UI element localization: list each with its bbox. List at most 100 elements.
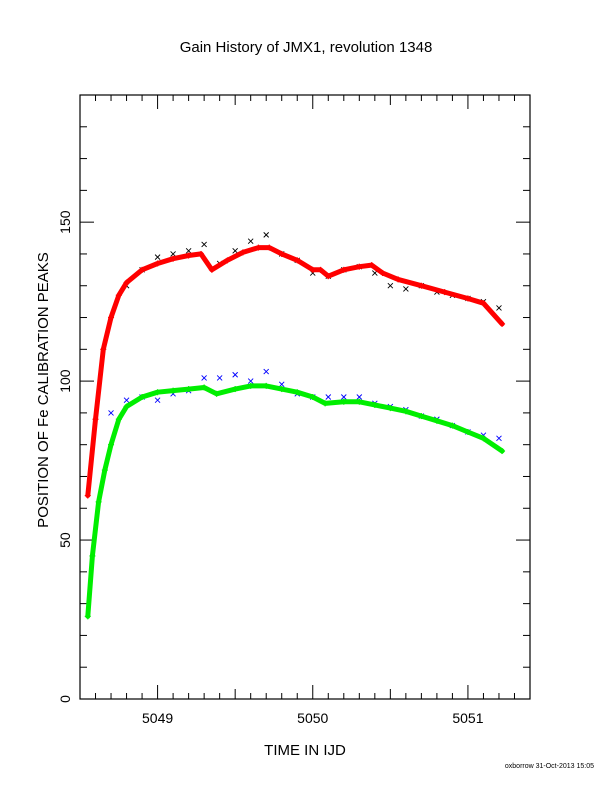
chart-title: Gain History of JMX1, revolution 1348 — [180, 39, 433, 56]
data-point — [340, 266, 347, 273]
data-point — [170, 387, 177, 394]
data-point — [232, 386, 239, 393]
data-point — [108, 314, 115, 321]
series-lower-raw — [108, 368, 502, 442]
x-tick-label: 5051 — [452, 710, 483, 726]
data-point — [139, 266, 146, 273]
data-point — [325, 394, 332, 400]
data-point — [395, 276, 402, 283]
data-point — [278, 386, 285, 393]
data-point — [322, 400, 329, 407]
data-point — [247, 378, 254, 384]
x-tick-label: 5049 — [142, 710, 173, 726]
data-point — [480, 435, 487, 442]
data-point — [418, 282, 425, 289]
data-point — [368, 262, 375, 269]
data-point — [115, 292, 122, 299]
data-point — [239, 249, 246, 256]
series-line — [85, 383, 505, 619]
footer-credit: oxborrow 31-Oct-2013 15:05 — [505, 763, 594, 770]
data-point — [170, 255, 177, 262]
y-tick-label: 0 — [57, 695, 73, 703]
data-point — [266, 244, 273, 251]
data-point — [464, 295, 471, 302]
data-point — [294, 257, 301, 264]
data-point — [216, 375, 223, 381]
data-point — [499, 320, 506, 327]
data-point — [208, 266, 215, 273]
y-tick-label: 150 — [57, 210, 73, 234]
y-tick-label: 50 — [57, 532, 73, 548]
data-point — [108, 441, 115, 448]
data-point — [170, 251, 176, 257]
data-point — [92, 416, 99, 423]
series-lower-fit — [84, 382, 506, 620]
data-point — [123, 403, 130, 410]
data-point — [224, 257, 231, 264]
data-point — [294, 389, 301, 396]
data-point — [356, 394, 363, 400]
data-point — [154, 389, 161, 396]
y-tick-label: 100 — [57, 369, 73, 393]
data-point — [108, 410, 114, 416]
data-point — [387, 405, 394, 412]
data-point — [154, 260, 161, 267]
series-line — [85, 245, 505, 498]
data-point — [232, 371, 238, 378]
x-axis: 5049 5050 5051 — [79, 95, 531, 726]
data-point — [201, 241, 207, 248]
data-point — [325, 273, 332, 280]
data-point — [84, 613, 91, 620]
data-point — [84, 492, 91, 499]
data-point — [154, 397, 161, 403]
data-point — [278, 381, 285, 388]
data-point — [201, 375, 207, 381]
data-point — [89, 552, 96, 559]
data-point — [263, 232, 270, 238]
data-point — [340, 394, 347, 400]
data-point — [201, 384, 208, 391]
data-point — [449, 422, 456, 429]
data-point — [496, 435, 502, 442]
plot-frame — [79, 94, 531, 700]
data-point — [356, 398, 363, 405]
series-upper-fit — [84, 244, 506, 499]
data-point — [247, 382, 254, 389]
data-point — [340, 398, 347, 405]
data-point — [139, 394, 146, 400]
data-point — [499, 448, 506, 455]
data-point — [309, 394, 316, 400]
data-point — [379, 270, 386, 277]
x-axis-title: TIME IN IJD — [264, 742, 346, 759]
y-axis: 0 50 100 150 — [57, 94, 530, 703]
x-tick-label: 5050 — [297, 710, 328, 726]
data-point — [263, 382, 270, 389]
data-point — [356, 263, 363, 270]
data-point — [232, 247, 238, 254]
series-layer — [84, 232, 506, 620]
data-point — [309, 266, 316, 273]
data-point — [464, 428, 471, 435]
data-point — [278, 250, 285, 257]
data-point — [418, 413, 425, 420]
y-axis-title: POSITION OF Fe CALIBRATION PEAKS — [35, 252, 52, 528]
data-point — [441, 289, 448, 296]
data-point — [387, 282, 394, 289]
data-point — [371, 401, 378, 408]
data-point — [247, 238, 254, 245]
data-point — [403, 286, 409, 292]
data-point — [95, 498, 102, 505]
data-point — [402, 408, 409, 415]
data-point — [496, 305, 502, 311]
data-point — [115, 416, 122, 423]
data-point — [185, 252, 192, 259]
data-point — [100, 346, 107, 353]
data-point — [123, 279, 130, 286]
data-point — [198, 250, 205, 257]
data-point — [263, 368, 270, 375]
data-point — [185, 247, 192, 254]
data-point — [213, 390, 220, 397]
data-point — [154, 254, 161, 260]
data-point — [480, 300, 487, 307]
data-point — [317, 266, 324, 273]
